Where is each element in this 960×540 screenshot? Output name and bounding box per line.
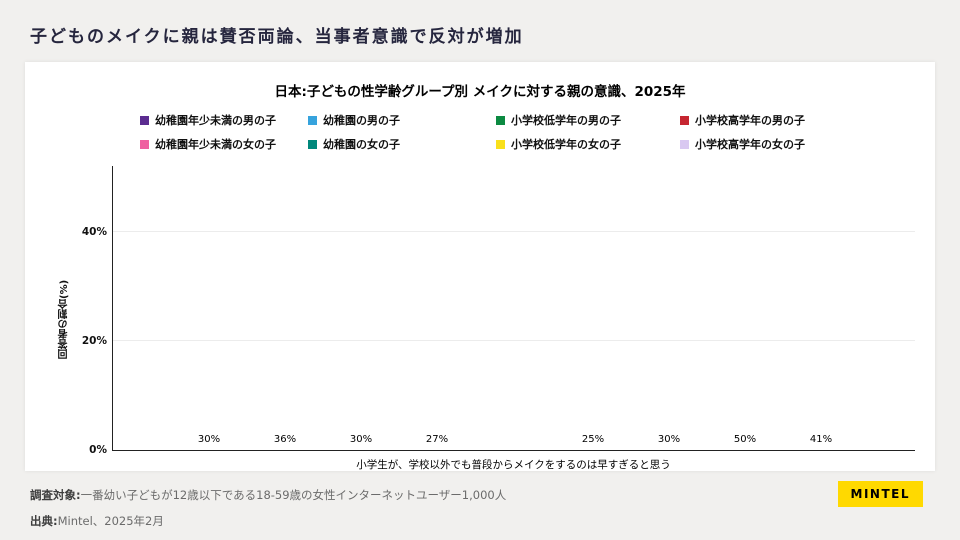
legend-item: 小学校高学年の男の子 [680,112,856,128]
legend-item: 幼稚園年少未満の女の子 [140,136,308,152]
bar-value-label: 50% [733,434,757,445]
survey-label: 調査対象: [30,488,81,502]
legend-label: 小学校高学年の男の子 [695,114,805,127]
chart-card: 日本:子どもの性学齢グループ別 メイクに対する親の意識、2025年 幼稚園年少未… [25,62,935,471]
legend-swatch [140,115,149,125]
legend-swatch [680,139,689,149]
survey-line: 調査対象:一番幼い子どもが12歳以下である18-59歳の女性インターネットユーザ… [30,487,930,503]
legend-item: 小学校高学年の女の子 [680,136,856,152]
legend-swatch [140,139,149,149]
footer: 調査対象:一番幼い子どもが12歳以下である18-59歳の女性インターネットユーザ… [30,487,930,529]
legend-swatch [496,115,505,125]
legend-label: 小学校低学年の女の子 [511,138,621,151]
source-label: 出典: [30,514,58,528]
x-axis-label: 小学生が、学校以外でも普段からメイクをするのは早すぎると思う [356,459,671,471]
plot-wrap: 回答者の割合(%) 30% 36% 30% 27% 25% 30% 50% 41% 0% 20… [57,166,915,471]
legend-label: 幼稚園年少未満の女の子 [155,138,276,151]
plot-outer: 30% 36% 30% 27% 25% 30% 50% 41% 0% 20% 40% 小学生が、… [78,166,915,471]
gridline [113,339,915,341]
legend-label: 幼稚園の女の子 [323,138,400,151]
legend-label: 幼稚園年少未満の男の子 [155,114,276,127]
page-title: 子どものメイクに親は賛否両論、当事者意識で反対が増加 [30,27,524,47]
bar-value-label: 30% [657,434,681,445]
legend-swatch [308,115,317,125]
legend-label: 小学校高学年の女の子 [695,138,805,151]
bar-value-label: 41% [809,434,833,445]
gridline [113,230,915,232]
bar-value-label: 30% [349,434,373,445]
survey-text: 一番幼い子どもが12歳以下である18-59歳の女性インターネットユーザー1,00… [80,488,507,502]
legend-row: 幼稚園年少未満の女の子 幼稚園の女の子 小学校低学年の女の子 小学校高学年の女の子 [140,136,856,152]
mintel-logo: MINTEL [837,481,923,507]
y-tick-label: 40% [81,225,107,238]
bar-value-label: 25% [581,434,605,445]
source-text: Mintel、2025年2月 [57,514,164,528]
bar-value-label: 30% [197,434,221,445]
legend-item: 幼稚園の女の子 [308,136,496,152]
legend-item: 幼稚園の男の子 [308,112,496,128]
bar-value-label: 27% [425,434,449,445]
legend-item: 幼稚園年少未満の男の子 [140,112,308,128]
y-axis-label: 回答者の割合(%) [59,279,70,359]
legend-label: 幼稚園の男の子 [323,114,400,127]
legend-label: 小学校低学年の男の子 [511,114,621,127]
legend-item: 小学校低学年の女の子 [496,136,680,152]
legend-item: 小学校低学年の男の子 [496,112,680,128]
legend-row: 幼稚園年少未満の男の子 幼稚園の男の子 小学校低学年の男の子 小学校高学年の男の子 [140,112,856,128]
plot-area: 30% 36% 30% 27% 25% 30% 50% 41% 0% 20% 40% [82,166,915,456]
legend: 幼稚園年少未満の男の子 幼稚園の男の子 小学校低学年の男の子 小学校高学年の男の子 幼稚… [140,112,856,152]
y-tick-label: 20% [81,334,107,347]
legend-swatch [680,115,689,125]
bar-value-label: 36% [273,434,297,445]
y-tick-label: 0% [89,444,107,456]
chart-title: 日本:子どもの性学齢グループ別 メイクに対する親の意識、2025年 [274,84,686,100]
source-line: 出典:Mintel、2025年2月 [30,513,930,529]
legend-swatch [308,139,317,149]
legend-swatch [496,139,505,149]
